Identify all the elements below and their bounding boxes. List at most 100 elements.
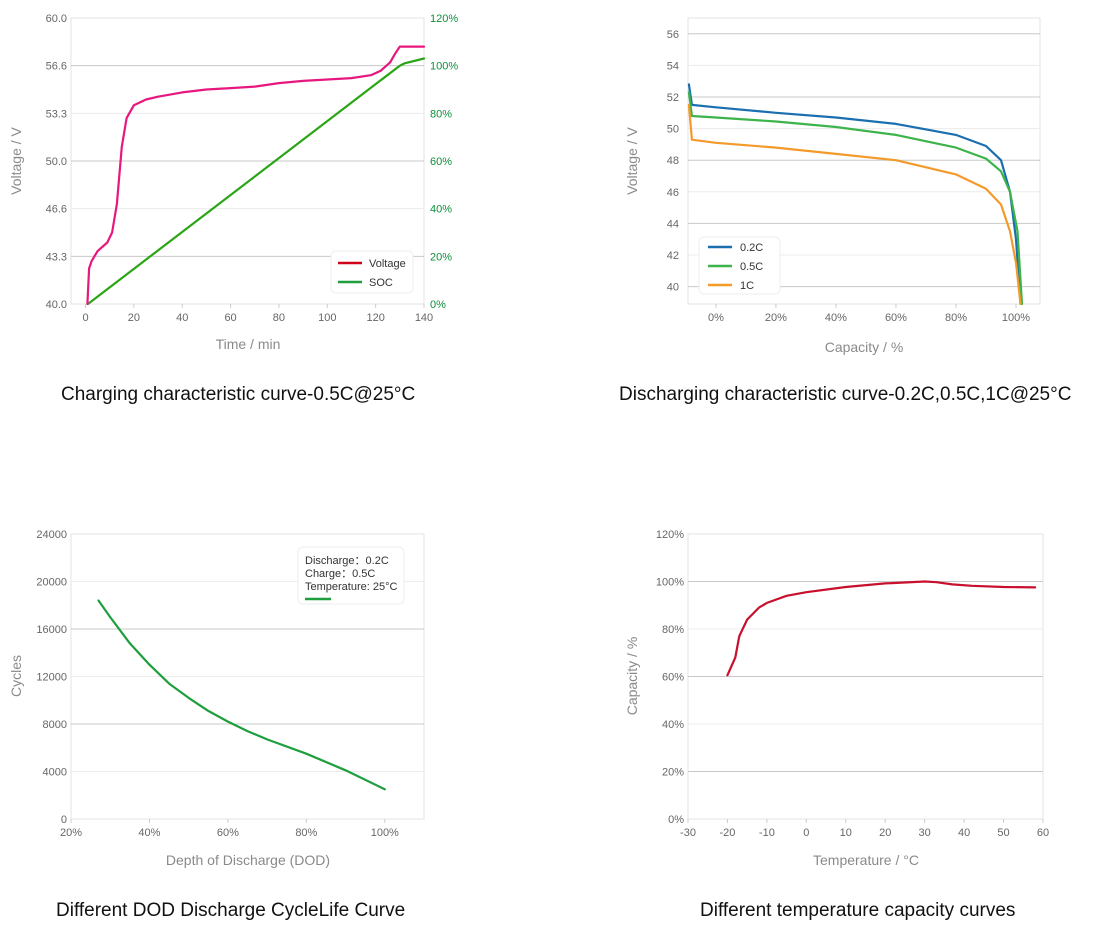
legend-text-line: Discharge：0.2C (305, 555, 389, 567)
temperature-ytick-label: 100% (656, 577, 684, 589)
temperature-ytick-label: 20% (662, 767, 684, 779)
charging-ytick-label: 43.3 (46, 251, 67, 263)
cyclelife-xlabel: Depth of Discharge (DOD) (166, 852, 330, 868)
charging-ytick-label: 46.6 (46, 204, 67, 216)
charging-y2tick-label: 0% (430, 299, 446, 311)
cycles-line (97, 599, 386, 791)
temperature-xtick-label: 40 (958, 827, 970, 839)
discharging-xtick-label: 40% (825, 312, 847, 324)
charging-ytick-label: 53.3 (46, 108, 67, 120)
charging-title: Charging characteristic curve-0.5C@25°C (61, 384, 416, 405)
discharging-xtick-label: 0% (708, 312, 724, 324)
cyclelife-ytick-label: 8000 (43, 719, 67, 731)
discharging-ytick-label: 46 (667, 187, 679, 199)
charging-y2tick-label: 40% (430, 204, 452, 216)
cyclelife-ytick-label: 12000 (36, 672, 67, 684)
cyclelife-xtick-label: 80% (295, 827, 317, 839)
charging-xtick-label: 80 (273, 312, 285, 324)
temperature-ylabel: Capacity / % (624, 637, 640, 716)
legend-box (698, 236, 781, 295)
cyclelife-ylabel: Cycles (8, 655, 24, 697)
cyclelife-xtick-label: 40% (138, 827, 160, 839)
temperature-ytick-label: 40% (662, 719, 684, 731)
charging-xtick-label: 140 (415, 312, 433, 324)
voltage-line (86, 45, 426, 306)
discharging-ytick-label: 52 (667, 92, 679, 104)
discharging-xtick-label: 20% (765, 312, 787, 324)
series-line-05C (687, 91, 1024, 306)
discharging-ylabel: Voltage / V (624, 126, 640, 194)
temperature-xlabel: Temperature / °C (813, 852, 919, 868)
discharging-xtick-label: 80% (945, 312, 967, 324)
charging-ytick-label: 56.6 (46, 61, 67, 73)
charging-ytick-label: 50.0 (46, 156, 67, 168)
cyclelife-ytick-label: 4000 (43, 767, 67, 779)
discharging-plot-frame (687, 17, 1041, 305)
legend-label-soc: SOC (369, 277, 393, 289)
charging-y2tick-label: 100% (430, 61, 458, 73)
discharging-ytick-label: 44 (667, 218, 679, 230)
discharging-xtick-label: 100% (1002, 312, 1030, 324)
charging-legend: Voltage SOC (330, 250, 414, 294)
series-line-1C (687, 103, 1022, 306)
cyclelife-ytick-label: 20000 (36, 577, 67, 589)
legend-label-05C: 0.5C (740, 261, 763, 273)
temperature-title: Different temperature capacity curves (700, 900, 1016, 921)
temperature-xtick-label: 50 (997, 827, 1009, 839)
capacity-line (726, 580, 1037, 677)
cyclelife-ytick-label: 24000 (36, 529, 67, 541)
charging-xtick-label: 120 (366, 312, 384, 324)
charging-xtick-label: 0 (82, 312, 88, 324)
temperature-ytick-label: 120% (656, 529, 684, 541)
charging-ytick-label: 60.0 (46, 13, 67, 25)
charging-y2tick-label: 60% (430, 156, 452, 168)
charging-xtick-label: 20 (128, 312, 140, 324)
cyclelife-ytick-label: 16000 (36, 624, 67, 636)
legend-text-line: Temperature: 25°C (305, 581, 397, 593)
temperature-xtick-label: -30 (680, 827, 696, 839)
discharging-legend: 0.2C 0.5C 1C (698, 236, 781, 295)
charging-xtick-label: 60 (224, 312, 236, 324)
legend-text-line: Charge：0.5C (305, 568, 375, 580)
temperature-ytick-label: 80% (662, 624, 684, 636)
temperature-chart: Capacity / % Temperature / °C 0% 20% 40% 60… (624, 529, 1049, 868)
temperature-xtick-label: 10 (840, 827, 852, 839)
charging-xtick-label: 100 (318, 312, 336, 324)
charging-ytick-label: 40.0 (46, 299, 67, 311)
cyclelife-ytick-label: 0 (61, 814, 67, 826)
discharging-xlabel: Capacity / % (825, 339, 904, 355)
discharging-ytick-label: 54 (667, 60, 679, 72)
cyclelife-title: Different DOD Discharge CycleLife Curve (56, 900, 406, 921)
discharging-ytick-label: 50 (667, 124, 679, 136)
charging-y2tick-label: 80% (430, 108, 452, 120)
cyclelife-xtick-label: 100% (371, 827, 399, 839)
charging-ylabel: Voltage / V (8, 126, 24, 194)
discharging-title: Discharging characteristic curve-0.2C,0.… (619, 384, 1072, 405)
charging-xtick-label: 40 (176, 312, 188, 324)
discharging-ytick-label: 56 (667, 29, 679, 41)
legend-label-1C: 1C (740, 280, 754, 292)
charging-y2tick-label: 20% (430, 251, 452, 263)
legend-label-voltage: Voltage (369, 258, 406, 270)
cyclelife-chart: Cycles Depth of Discharge (DOD) 0 4000 800… (8, 529, 425, 868)
temperature-xtick-label: 0 (803, 827, 809, 839)
charging-xlabel: Time / min (216, 336, 281, 352)
legend-box (297, 546, 405, 605)
charging-y2tick-label: 120% (430, 13, 458, 25)
legend-label-02C: 0.2C (740, 242, 763, 254)
temperature-xtick-label: 20 (879, 827, 891, 839)
temperature-ytick-label: 0% (668, 814, 684, 826)
temperature-xtick-label: 60 (1037, 827, 1049, 839)
soc-line (86, 57, 426, 306)
temperature-xtick-label: -10 (759, 827, 775, 839)
discharging-ytick-label: 40 (667, 282, 679, 294)
cyclelife-xtick-label: 60% (217, 827, 239, 839)
temperature-xtick-label: 30 (919, 827, 931, 839)
temperature-xtick-label: -20 (719, 827, 735, 839)
discharging-ytick-label: 42 (667, 250, 679, 262)
discharging-xtick-label: 60% (885, 312, 907, 324)
temperature-ytick-label: 60% (662, 672, 684, 684)
discharging-chart: Voltage / V Capacity / % 40 42 44 46 48 50 52 5… (624, 17, 1041, 355)
